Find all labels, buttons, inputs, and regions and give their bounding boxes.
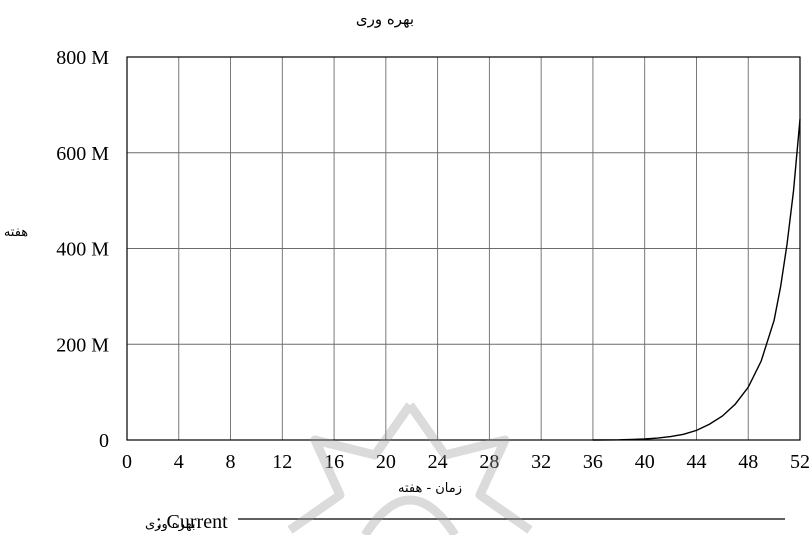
y-tick-label: 0 xyxy=(99,430,109,452)
x-tick-label: 48 xyxy=(738,451,758,473)
grid xyxy=(126,56,801,441)
y-tick-labels: 0 200 M 400 M 600 M 800 M xyxy=(56,47,109,452)
x-tick-label: 12 xyxy=(272,451,292,473)
x-tick-label: 20 xyxy=(376,451,396,473)
chart-title: بهره وری xyxy=(356,10,414,28)
x-tick-label: 52 xyxy=(790,451,810,473)
x-tick-label: 4 xyxy=(174,451,184,473)
legend-run-label: : Current xyxy=(156,511,228,531)
x-axis-label: زمان - هفته xyxy=(398,481,462,496)
x-tick-label: 16 xyxy=(324,451,344,473)
x-tick-label: 28 xyxy=(479,451,499,473)
x-tick-label: 40 xyxy=(635,451,655,473)
x-tick-label: 8 xyxy=(226,451,236,473)
x-tick-labels: 0 4 8 12 16 20 24 28 32 36 40 44 48 52 xyxy=(122,451,810,473)
y-tick-label: 400 M xyxy=(56,239,109,261)
legend-series-name: بهره وری xyxy=(145,517,195,531)
x-tick-label: 32 xyxy=(531,451,551,473)
plot-frame xyxy=(126,56,801,441)
y-tick-label: 200 M xyxy=(56,334,109,356)
legend: بهره وری : Current xyxy=(145,511,785,531)
x-tick-label: 36 xyxy=(583,451,603,473)
x-tick-label: 24 xyxy=(428,451,448,473)
x-tick-label: 44 xyxy=(686,451,706,473)
series-line xyxy=(592,119,801,441)
y-axis-label: هفته xyxy=(4,225,28,240)
y-tick-label: 600 M xyxy=(56,143,109,165)
x-tick-label: 0 xyxy=(122,451,132,473)
y-tick-label: 800 M xyxy=(56,47,109,69)
